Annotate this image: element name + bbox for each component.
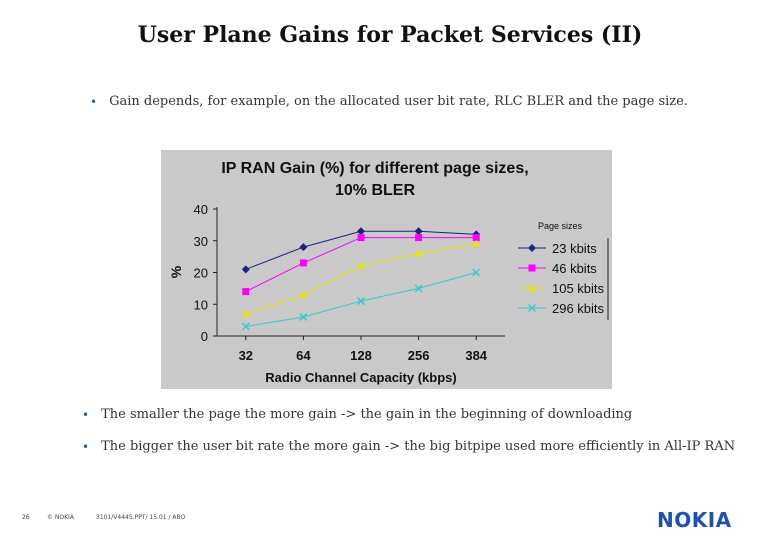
nokia-logo: NOKIA [657, 508, 732, 532]
bullet-dot-icon: • [82, 439, 90, 454]
legend-marker-3 [528, 284, 536, 291]
data-point-series-3 [357, 262, 365, 270]
legend-label-3: 105 kbits [552, 281, 605, 296]
x-tick-label: 32 [239, 348, 253, 363]
data-point-series-2 [415, 234, 423, 242]
series-line-4 [245, 272, 477, 327]
data-point-series-1 [414, 227, 423, 236]
data-point-series-2 [299, 259, 307, 267]
x-tick-label: 384 [465, 348, 487, 363]
data-point-series-1 [241, 265, 250, 274]
data-point-series-4 [299, 312, 308, 321]
line-chart: IP RAN Gain (%) for different page sizes… [168, 160, 609, 385]
bullet-dot-icon: • [82, 407, 90, 422]
data-point-series-3 [299, 290, 308, 298]
y-tick-label: 30 [194, 234, 208, 249]
data-point-series-2 [472, 234, 480, 242]
y-tick-label: 10 [194, 297, 208, 312]
y-tick-label: 0 [201, 329, 208, 344]
top-bullet-text: Gain depends, for example, on the alloca… [109, 94, 688, 109]
data-point-series-3 [414, 249, 423, 257]
footer-copyright: © NOKIA [47, 514, 74, 521]
legend-label-4: 296 kbits [552, 301, 605, 316]
top-bullet: • Gain depends, for example, on the allo… [90, 94, 688, 109]
y-tick-label: 20 [194, 266, 208, 281]
data-point-series-3 [472, 239, 481, 247]
bottom-bullet-text-2: The bigger the user bit rate the more ga… [101, 439, 736, 454]
data-point-series-1 [357, 227, 365, 236]
bullet-dot-icon: • [90, 94, 98, 109]
data-point-series-1 [299, 243, 308, 252]
x-axis-label: Radio Channel Capacity (kbps) [265, 370, 456, 385]
x-tick-label: 256 [408, 348, 430, 363]
bottom-bullet-2: • The bigger the user bit rate the more … [82, 439, 735, 454]
chart-title: 10% BLER [335, 182, 415, 199]
data-point-series-4 [241, 322, 250, 331]
footer-document-id: 3101/V4445.PPT/ 15.01 / ABO [96, 514, 186, 521]
data-point-series-4 [414, 284, 423, 293]
legend-label-1: 23 kbits [552, 241, 597, 256]
legend-marker-2 [528, 264, 536, 272]
chart-panel: IP RAN Gain (%) for different page sizes… [161, 150, 612, 389]
x-tick-label: 128 [350, 348, 372, 363]
data-point-series-3 [241, 309, 250, 317]
data-point-series-2 [357, 234, 365, 242]
data-point-series-2 [242, 288, 250, 296]
legend-title: Page sizes [538, 221, 583, 231]
y-tick-label: 40 [194, 202, 208, 217]
footer-page-number: 26 [22, 514, 30, 521]
data-point-series-4 [472, 268, 481, 277]
y-axis-label: % [168, 265, 184, 278]
chart-title: IP RAN Gain (%) for different page sizes… [221, 160, 528, 177]
legend-marker-4 [527, 303, 537, 313]
series-line-3 [245, 243, 477, 315]
bottom-bullet-text-1: The smaller the page the more gain -> th… [101, 407, 633, 422]
x-tick-label: 64 [296, 348, 311, 363]
legend-marker-1 [528, 244, 536, 252]
bottom-bullet-1: • The smaller the page the more gain -> … [82, 407, 632, 422]
legend-label-2: 46 kbits [552, 261, 597, 276]
slide-title: User Plane Gains for Packet Services (II… [137, 22, 643, 48]
data-point-series-4 [356, 297, 366, 306]
